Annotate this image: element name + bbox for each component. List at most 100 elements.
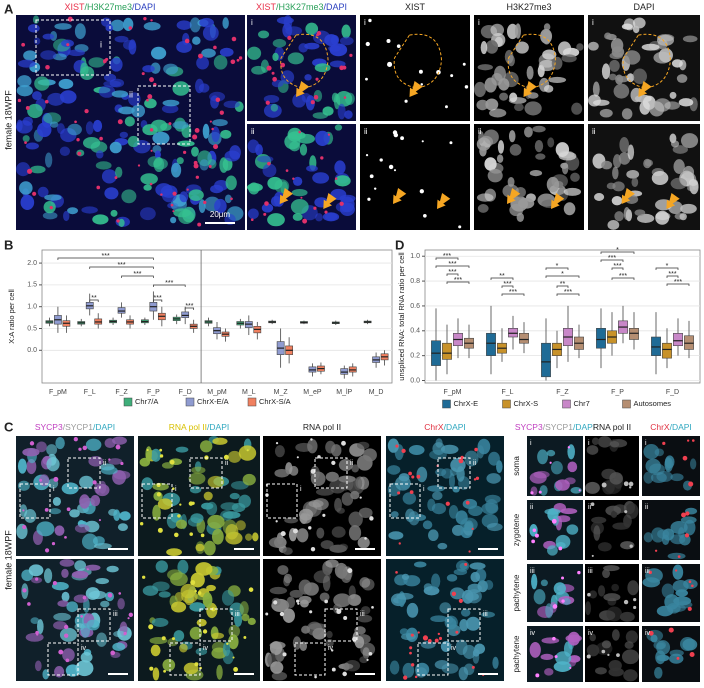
- nucleus: [608, 659, 622, 672]
- signal-spot: [114, 176, 118, 180]
- nucleus: [182, 32, 190, 45]
- signal-spot: [419, 189, 424, 194]
- signal-spot: [64, 633, 69, 638]
- nucleus: [213, 54, 228, 70]
- signal-spot: [347, 568, 353, 574]
- nucleus: [606, 606, 623, 622]
- nucleus: [623, 669, 638, 682]
- signal-spot: [687, 439, 690, 442]
- nucleus: [597, 585, 606, 597]
- nucleus: [22, 447, 40, 457]
- nucleus: [429, 449, 447, 460]
- nucleus: [540, 653, 554, 660]
- nucleus: [289, 141, 301, 152]
- signal-spot: [587, 592, 591, 597]
- signal-spot: [689, 652, 695, 658]
- nucleus: [595, 667, 607, 675]
- signal-spot: [63, 624, 69, 630]
- nucleus: [586, 445, 599, 455]
- inset-box: [199, 608, 233, 642]
- nucleus: [36, 441, 47, 453]
- row-numeral: i: [588, 440, 590, 447]
- signal-spot: [292, 177, 295, 180]
- nucleus: [69, 509, 80, 518]
- nucleus: [59, 559, 75, 567]
- nucleus: [623, 50, 641, 65]
- nucleus: [54, 525, 65, 536]
- nucleus: [22, 135, 30, 143]
- signal-spot: [77, 151, 82, 156]
- nucleus: [212, 119, 228, 127]
- nucleus: [670, 177, 688, 190]
- signal-spot: [310, 100, 315, 105]
- nucleus: [183, 662, 199, 675]
- nucleus: [239, 601, 249, 616]
- nucleus: [539, 485, 548, 496]
- scale-bar: [355, 548, 375, 550]
- signal-spot: [21, 42, 26, 47]
- nucleus: [95, 578, 110, 585]
- nucleus: [33, 37, 41, 45]
- nucleus: [498, 78, 510, 91]
- nucleus: [315, 488, 334, 496]
- signal-spot: [403, 675, 408, 680]
- nucleus: [347, 594, 362, 606]
- nucleus: [627, 580, 639, 596]
- x-tick-label: F_D: [666, 389, 679, 396]
- nucleus: [325, 440, 336, 454]
- nucleus: [420, 640, 436, 649]
- nucleus: [359, 577, 371, 588]
- significance-bracket: [89, 299, 99, 302]
- signal-spot: [203, 200, 207, 205]
- nucleus: [400, 481, 410, 489]
- nucleus: [221, 589, 235, 606]
- title-part: SYCP3: [515, 422, 543, 432]
- nucleus: [360, 206, 378, 223]
- cell-outline: [507, 33, 557, 89]
- signal-spot: [159, 448, 163, 452]
- x-tick-label: F_L: [501, 389, 513, 396]
- nucleus: [152, 504, 161, 521]
- nucleus: [641, 43, 660, 51]
- signal-spot: [675, 569, 678, 572]
- nucleus: [331, 92, 339, 103]
- box: [181, 311, 190, 318]
- nucleus: [85, 121, 94, 135]
- y-tick-label: 2.0: [27, 260, 37, 267]
- row-numeral: i: [645, 440, 647, 447]
- y-tick-label: 1.0: [410, 253, 420, 260]
- nucleus: [367, 63, 380, 72]
- row-numeral: ii: [530, 504, 534, 511]
- signal-spot: [324, 599, 328, 604]
- legend-swatch: [622, 399, 631, 409]
- signal-spot: [404, 99, 408, 103]
- nucleus: [485, 98, 499, 111]
- title-part: DAPI: [633, 2, 654, 12]
- nucleus: [212, 437, 228, 445]
- nucleus: [326, 630, 333, 639]
- inset-label: ii: [225, 460, 229, 467]
- nucleus: [496, 460, 503, 473]
- nucleus: [679, 213, 687, 221]
- nucleus: [179, 191, 189, 203]
- signal-spot: [532, 528, 537, 532]
- signal-spot: [687, 606, 692, 611]
- nucleus: [113, 470, 131, 480]
- nucleus: [145, 446, 153, 462]
- nucleus: [79, 475, 94, 489]
- signal-spot: [437, 632, 441, 636]
- nucleus: [207, 514, 225, 529]
- nucleus: [181, 589, 198, 604]
- nucleus: [548, 76, 567, 84]
- nucleus: [656, 642, 666, 650]
- signal-spot: [393, 169, 397, 172]
- signal-spot: [365, 41, 370, 47]
- nucleus: [224, 150, 241, 162]
- nucleus: [24, 509, 37, 523]
- nucleus: [262, 163, 277, 178]
- signal-spot: [64, 535, 67, 539]
- nucleus: [150, 46, 167, 60]
- nucleus: [110, 19, 125, 32]
- nucleus: [654, 666, 663, 679]
- nucleus: [196, 56, 209, 70]
